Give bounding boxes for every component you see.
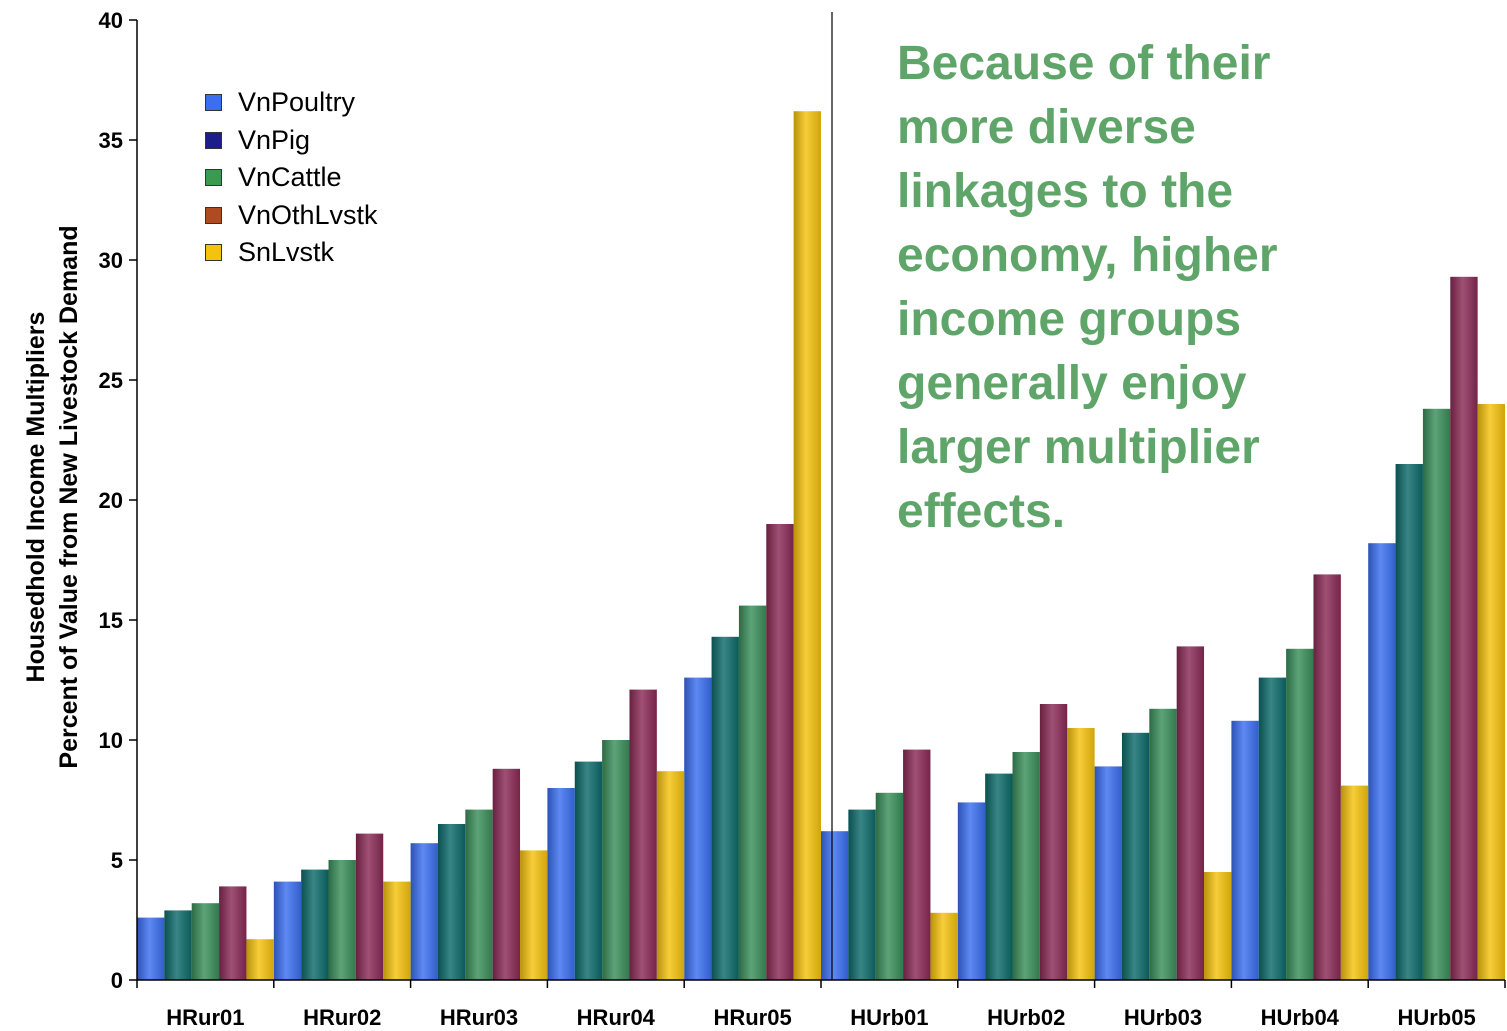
bar-SnLvstk-HUrb04 xyxy=(1340,785,1369,980)
bar-VnPig-HUrb04 xyxy=(1258,677,1287,980)
x-axis-ticks: HRur01 HRur02 HRur03 HRur04 HRur05 HUrb01 HUrb… xyxy=(136,980,1506,1030)
bar-VnCattle-HUrb05 xyxy=(1422,408,1451,980)
legend-item-VnPig: VnPig xyxy=(205,122,378,160)
y-tick-label: 20 xyxy=(99,488,123,513)
legend-label: VnOthLvstk xyxy=(238,199,378,230)
bar-VnPoultry-HUrb02 xyxy=(957,802,986,980)
bar-VnPoultry-HRur03 xyxy=(410,843,438,980)
bar-SnLvstk-HRur03 xyxy=(520,850,548,980)
bar-VnPig-HRur02 xyxy=(301,869,329,980)
bar-VnPig-HUrb02 xyxy=(985,773,1013,980)
bar-VnCattle-HRur03 xyxy=(465,809,493,980)
y-tick-label: 10 xyxy=(99,728,123,753)
bar-SnLvstk-HUrb03 xyxy=(1204,872,1232,980)
bar-VnPig-HRur03 xyxy=(437,824,466,980)
bar-VnOthLvstk-HUrb04 xyxy=(1313,574,1341,980)
bar-VnPig-HUrb03 xyxy=(1121,732,1150,980)
legend-item-VnPoultry: VnPoultry xyxy=(205,84,378,122)
bar-VnOthLvstk-HUrb01 xyxy=(903,749,931,980)
bar-VnOthLvstk-HRur03 xyxy=(492,768,521,980)
x-tick-label: HRur01 xyxy=(166,1005,244,1030)
bar-VnCattle-HRur01 xyxy=(191,903,220,980)
bar-VnPoultry-HRur05 xyxy=(684,677,712,980)
bar-VnPig-HRur01 xyxy=(164,910,192,980)
bar-VnPoultry-HRur01 xyxy=(137,917,165,980)
x-tick-label: HRur05 xyxy=(713,1005,791,1030)
y-tick-label: 25 xyxy=(99,368,123,393)
x-tick-label: HRur03 xyxy=(440,1005,518,1030)
y-axis-title: Housedhold Income Multipliers Percent of… xyxy=(22,225,83,768)
x-tick-label: HUrb03 xyxy=(1124,1005,1202,1030)
y-axis-title-line-2: Percent of Value from New Livestock Dema… xyxy=(55,225,83,768)
bar-VnCattle-HUrb03 xyxy=(1149,708,1177,980)
bar-VnPoultry-HUrb05 xyxy=(1368,543,1396,980)
y-tick-label: 0 xyxy=(111,968,123,993)
bar-SnLvstk-HRur01 xyxy=(246,939,274,980)
x-tick-label: HRur04 xyxy=(577,1005,656,1030)
bar-VnOthLvstk-HRur04 xyxy=(629,689,657,980)
bar-VnPoultry-HUrb04 xyxy=(1231,720,1259,980)
bar-SnLvstk-HRur04 xyxy=(656,771,685,980)
y-tick-label: 5 xyxy=(111,848,123,873)
legend-swatch xyxy=(205,131,222,149)
legend-swatch xyxy=(205,244,222,262)
bar-SnLvstk-HUrb02 xyxy=(1067,728,1095,980)
bar-VnCattle-HRur05 xyxy=(738,605,767,980)
bar-VnPig-HUrb01 xyxy=(848,809,876,980)
y-axis-ticks: 0 5 10 15 20 25 30 35 40 xyxy=(99,8,137,993)
legend-item-SnLvstk: SnLvstk xyxy=(205,234,378,272)
bar-VnCattle-HUrb01 xyxy=(875,792,904,980)
bar-SnLvstk-HRur05 xyxy=(793,111,821,980)
x-tick-label: HUrb01 xyxy=(850,1005,928,1030)
bar-VnOthLvstk-HUrb05 xyxy=(1450,276,1478,980)
bar-VnCattle-HRur02 xyxy=(328,860,356,980)
legend: VnPoultry VnPig VnCattle VnOthLvstk SnLvstk xyxy=(205,84,378,272)
legend-item-VnCattle: VnCattle xyxy=(205,159,378,197)
legend-label: VnCattle xyxy=(238,162,342,193)
bar-VnPoultry-HRur04 xyxy=(547,788,575,980)
bar-series-group xyxy=(137,111,1505,980)
legend-swatch xyxy=(205,169,222,187)
y-tick-label: 40 xyxy=(99,8,123,33)
annotation-text: Because of their more diverse linkages t… xyxy=(897,37,1278,538)
bar-VnCattle-HUrb04 xyxy=(1286,648,1314,980)
bar-VnCattle-HUrb02 xyxy=(1012,752,1040,980)
bar-SnLvstk-HUrb05 xyxy=(1477,404,1505,980)
bar-VnPoultry-HUrb01 xyxy=(821,831,849,980)
x-tick-label: HUrb05 xyxy=(1397,1005,1475,1030)
x-tick-label: HUrb02 xyxy=(987,1005,1065,1030)
bar-VnOthLvstk-HUrb03 xyxy=(1176,646,1205,980)
legend-swatch xyxy=(205,206,222,224)
bar-VnPig-HRur05 xyxy=(711,636,739,980)
bar-VnPig-HRur04 xyxy=(574,761,603,980)
y-axis-title-line-1: Housedhold Income Multipliers xyxy=(22,312,50,683)
legend-label: SnLvstk xyxy=(238,237,335,268)
bar-SnLvstk-HUrb01 xyxy=(930,912,958,980)
legend-swatch xyxy=(205,94,222,112)
bar-VnOthLvstk-HRur02 xyxy=(355,833,384,980)
legend-label: VnPig xyxy=(238,124,311,155)
bar-VnPoultry-HUrb03 xyxy=(1094,766,1122,980)
bar-SnLvstk-HRur02 xyxy=(383,881,411,980)
bar-VnOthLvstk-HRur01 xyxy=(219,886,247,980)
y-tick-label: 35 xyxy=(99,128,123,153)
y-tick-label: 15 xyxy=(99,608,123,633)
legend-item-VnOthLvstk: VnOthLvstk xyxy=(205,197,378,235)
x-tick-label: HUrb04 xyxy=(1261,1005,1340,1030)
bar-VnCattle-HRur04 xyxy=(602,740,630,980)
y-tick-label: 30 xyxy=(99,248,123,273)
x-tick-label: HRur02 xyxy=(303,1005,381,1030)
legend-label: VnPoultry xyxy=(238,87,356,118)
bar-VnPoultry-HRur02 xyxy=(273,881,302,980)
bar-VnOthLvstk-HRur05 xyxy=(766,524,794,980)
bar-VnPig-HUrb05 xyxy=(1395,464,1423,980)
bar-VnOthLvstk-HUrb02 xyxy=(1039,704,1068,980)
